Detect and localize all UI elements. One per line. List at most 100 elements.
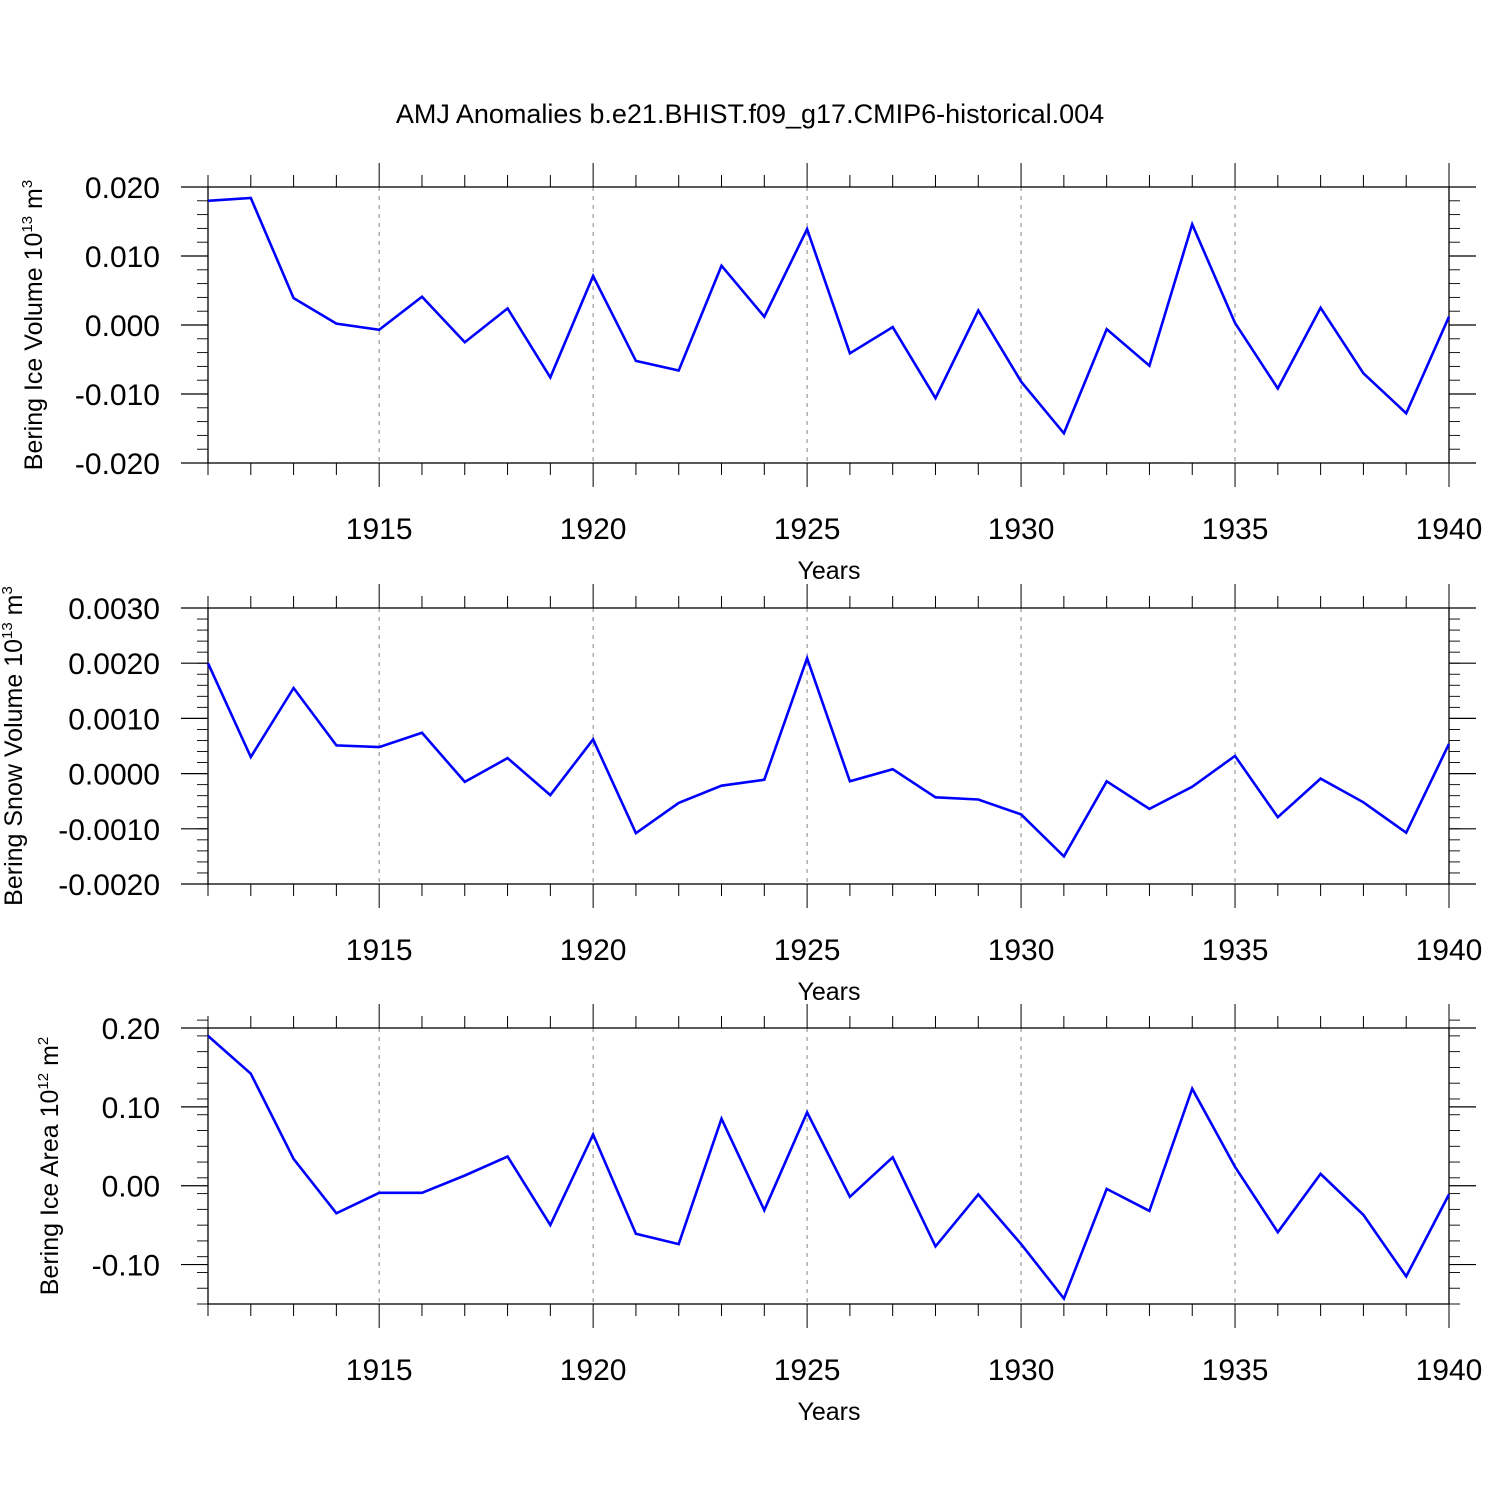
data-point xyxy=(420,295,424,299)
data-point xyxy=(933,396,937,400)
data-point xyxy=(634,359,638,363)
y-label-unit: m xyxy=(0,595,28,623)
y-label-unit: m xyxy=(20,188,48,216)
data-point xyxy=(377,328,381,332)
data-point xyxy=(976,309,980,313)
y-tick-label: -0.10 xyxy=(92,1250,160,1283)
data-point xyxy=(677,369,681,373)
data-point xyxy=(1147,1209,1151,1213)
data-point xyxy=(891,767,895,771)
data-point xyxy=(548,375,552,379)
data-point xyxy=(1276,815,1280,819)
data-point xyxy=(1190,785,1194,789)
x-axis-label: Years xyxy=(797,1398,860,1426)
data-point xyxy=(805,656,809,660)
data-point xyxy=(805,1110,809,1114)
data-point xyxy=(1062,854,1066,858)
data-point xyxy=(548,793,552,797)
y-label-text: Bering Ice Area 10 xyxy=(36,1090,64,1296)
data-point xyxy=(1062,1296,1066,1300)
data-point xyxy=(249,755,253,759)
data-point xyxy=(1404,411,1408,415)
data-point xyxy=(1447,315,1451,319)
x-tick-label: 1940 xyxy=(1416,934,1483,967)
x-tick-label: 1925 xyxy=(774,513,841,546)
x-tick-label: 1920 xyxy=(560,1354,627,1387)
y-tick-label: 0.0030 xyxy=(68,593,160,626)
y-label-unit-exponent: 2 xyxy=(35,1037,52,1045)
data-point xyxy=(1147,807,1151,811)
data-point xyxy=(805,227,809,231)
data-point xyxy=(1105,779,1109,783)
data-point xyxy=(1233,1165,1237,1169)
data-point xyxy=(463,1173,467,1177)
x-axis-label: Years xyxy=(797,557,860,585)
data-point xyxy=(206,1034,210,1038)
data-point xyxy=(1147,364,1151,368)
panels: 0.020 0.010 0.000 -0.010 -0.020 1915 1920 1925 1… xyxy=(0,163,1482,1426)
data-point xyxy=(1233,754,1237,758)
data-point xyxy=(933,795,937,799)
y-tick-label: 0.0000 xyxy=(68,759,160,792)
data-point xyxy=(1447,742,1451,746)
data-point xyxy=(634,831,638,835)
y-tick-label: 0.20 xyxy=(102,1013,160,1046)
data-point xyxy=(762,315,766,319)
data-point xyxy=(1404,1274,1408,1278)
x-tick-label: 1915 xyxy=(346,513,413,546)
y-label-text: Bering Ice Volume 10 xyxy=(20,233,48,471)
data-point xyxy=(1190,1087,1194,1091)
chart-panel-3: 0.20 0.10 0.00 -0.10 1915 1920 1925 1930 1935 194… xyxy=(35,1004,1482,1426)
data-point xyxy=(334,322,338,326)
data-point xyxy=(1019,812,1023,816)
data-point xyxy=(1233,321,1237,325)
data-point xyxy=(591,737,595,741)
data-point xyxy=(891,1155,895,1159)
x-tick-label: 1940 xyxy=(1416,1354,1483,1387)
data-point xyxy=(591,274,595,278)
data-point xyxy=(720,264,724,268)
y-tick-label: 0.010 xyxy=(85,241,160,274)
data-point xyxy=(292,1157,296,1161)
x-tick-label: 1925 xyxy=(774,1354,841,1387)
data-point xyxy=(848,351,852,355)
data-point xyxy=(1019,380,1023,384)
y-label-exponent: 13 xyxy=(0,622,16,639)
data-point xyxy=(848,779,852,783)
data-point xyxy=(720,1117,724,1121)
data-series-line xyxy=(207,196,1451,436)
data-point xyxy=(249,1072,253,1076)
data-point xyxy=(292,296,296,300)
data-point xyxy=(634,1232,638,1236)
y-tick-label: -0.010 xyxy=(75,379,160,412)
y-label-unit: m xyxy=(36,1045,64,1073)
data-point xyxy=(334,1211,338,1215)
data-point xyxy=(976,798,980,802)
data-point xyxy=(463,780,467,784)
y-tick-label: -0.020 xyxy=(75,448,160,481)
data-point xyxy=(891,325,895,329)
data-point xyxy=(591,1132,595,1136)
y-tick-label: -0.0010 xyxy=(58,814,160,847)
y-label-unit-exponent: 3 xyxy=(0,586,16,594)
data-series-line xyxy=(206,654,1451,859)
y-label-unit-exponent: 3 xyxy=(19,180,36,188)
data-point xyxy=(1105,327,1109,331)
x-tick-label: 1930 xyxy=(988,513,1055,546)
data-point xyxy=(377,745,381,749)
x-tick-label: 1915 xyxy=(346,1354,413,1387)
x-tick-label: 1935 xyxy=(1202,513,1269,546)
y-label-exponent: 12 xyxy=(35,1073,52,1090)
data-point xyxy=(1319,1172,1323,1176)
data-point xyxy=(1319,306,1323,310)
data-point xyxy=(1276,1230,1280,1234)
x-tick-label: 1930 xyxy=(988,934,1055,967)
data-point xyxy=(1019,1242,1023,1246)
y-tick-label: 0.0020 xyxy=(68,648,160,681)
data-point xyxy=(206,661,210,665)
data-point xyxy=(933,1244,937,1248)
y-tick-label: 0.10 xyxy=(102,1092,160,1125)
data-point xyxy=(1404,831,1408,835)
